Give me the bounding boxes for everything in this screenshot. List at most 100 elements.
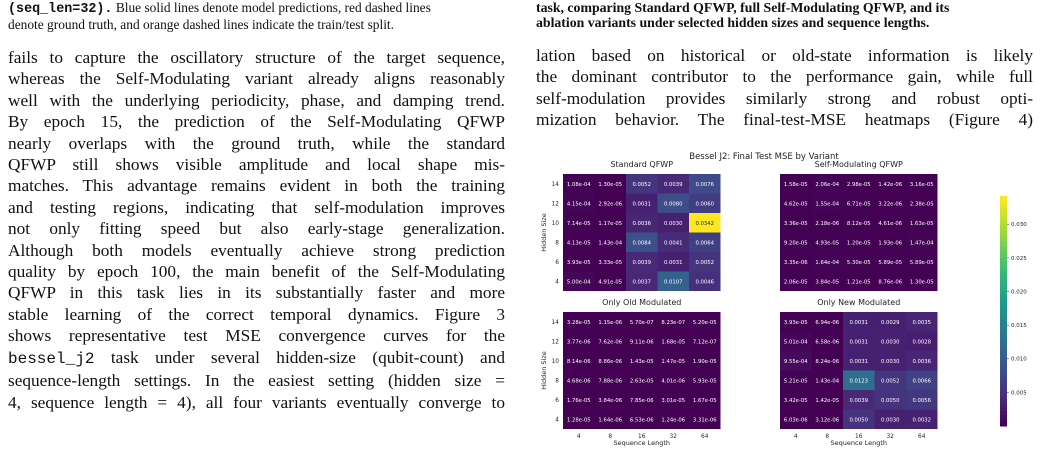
colorbar-segment [1000, 334, 1007, 339]
heatmap-cell [780, 193, 812, 213]
colorbar-segment [1000, 211, 1007, 216]
heatmap-cell [594, 312, 626, 332]
heatmap-cell [594, 271, 626, 291]
heatmap-cell [843, 390, 875, 410]
heatmap-cell [811, 252, 843, 272]
heatmap-cell [626, 174, 658, 194]
heatmap-cell [689, 193, 721, 213]
task-name: bessel_j2 [8, 349, 95, 368]
colorbar-segment [1000, 341, 1007, 346]
cell-label: 1.43e-04 [598, 240, 622, 246]
cell-label: 2.06e-05 [784, 279, 808, 285]
cell-label: 0.0039 [632, 260, 651, 266]
cell-label: 2.92e-06 [598, 201, 622, 207]
cell-label: 0.0036 [912, 359, 931, 365]
heatmap-cell [563, 370, 595, 390]
cell-label: 0.0028 [912, 339, 931, 345]
cell-label: 0.0037 [632, 279, 651, 285]
cell-label: 1.58e-05 [784, 182, 808, 188]
heatmap-cell [906, 174, 938, 194]
heatmap-cell [780, 271, 812, 291]
heatmap-cell [874, 174, 906, 194]
heatmap-cell [689, 370, 721, 390]
cell-label: 1.90e-05 [693, 359, 717, 365]
heatmap-cell [811, 370, 843, 390]
cell-label: 9.20e-05 [784, 240, 808, 246]
colorbar-segment [1000, 280, 1007, 285]
colorbar-segment [1000, 360, 1007, 366]
cell-label: 0.0041 [664, 240, 683, 246]
cell-label: 0.0076 [695, 182, 714, 188]
heatmap-cell [657, 351, 689, 371]
colorbar-segment [1000, 399, 1007, 404]
cell-label: 1.30e-05 [598, 182, 622, 188]
colorbar-segment [1000, 364, 1007, 369]
x-axis-label: Sequence Length [613, 439, 670, 447]
cell-label: 0.0107 [664, 279, 683, 285]
heatmap-cell [906, 331, 938, 351]
cell-label: 0.0064 [695, 240, 714, 246]
colorbar-segment [1000, 353, 1007, 358]
colorbar-segment [1000, 291, 1007, 297]
heatmap-cell [874, 409, 906, 429]
heatmap-cell [689, 351, 721, 371]
heatmap-cell [563, 174, 595, 194]
x-tick-label: 4 [577, 434, 581, 440]
colorbar-segment [1000, 383, 1007, 389]
caption-seq-len: (seq_len=32). [8, 2, 113, 17]
colorbar-segment [1000, 318, 1007, 323]
cell-label: 4.62e-05 [784, 201, 808, 207]
heatmap-cell [874, 232, 906, 252]
heatmap-cell [906, 193, 938, 213]
heatmap-cell [780, 390, 812, 410]
colorbar-tick-label: 0.005 [1011, 390, 1027, 396]
colorbar-segment [1000, 387, 1007, 392]
cell-label: 3.93e-05 [784, 320, 808, 326]
heatmap-cell [906, 213, 938, 233]
heatmap-cell [626, 271, 658, 291]
cell-label: 0.0030 [664, 221, 683, 227]
cell-label: 5.89e-05 [878, 260, 902, 266]
cell-label: 2.18e-06 [815, 221, 839, 227]
cell-label: 0.0046 [695, 279, 714, 285]
cell-label: 0.0031 [664, 260, 683, 266]
y-axis-label: Hidden Size [540, 351, 548, 389]
cell-label: 3.84e-06 [598, 398, 622, 404]
heatmap-cell [689, 232, 721, 252]
x-tick-label: 32 [670, 434, 678, 440]
body-line: the dominant contributor to the performa… [536, 67, 1033, 87]
colorbar-segment [1000, 314, 1007, 320]
heatmap-figure: Bessel J2: Final Test MSE by Variant Stan… [540, 152, 1036, 447]
heatmap-cell [906, 252, 938, 272]
y-tick-label: 6 [555, 260, 559, 266]
heatmap-cell [843, 252, 875, 272]
cell-label: 1.15e-06 [598, 320, 622, 326]
y-axis-label: Hidden Size [540, 213, 548, 251]
cell-label: 1.76e-05 [567, 398, 591, 404]
cell-label: 0.0031 [849, 359, 868, 365]
body-line: and testing regions, indicating that sel… [8, 197, 505, 217]
colorbar-segment [1000, 303, 1007, 308]
colorbar-segment [1000, 376, 1007, 381]
body-line-rest: task under several hidden-size (qubit-co… [94, 347, 505, 367]
heatmap-cell [563, 409, 595, 429]
cell-label: 6.58e-06 [815, 339, 839, 345]
colorbar-segment [1000, 261, 1007, 266]
cell-label: 0.0039 [849, 398, 868, 404]
body-line: QFWP in this task lies in its substantia… [8, 283, 505, 303]
cell-label: 0.0036 [632, 221, 651, 227]
heatmap-cell [843, 409, 875, 429]
colorbar-segment [1000, 203, 1007, 208]
colorbar-label: Final Test MSE [1034, 288, 1036, 334]
cell-label: 1.17e-05 [598, 221, 622, 227]
colorbar-segment [1000, 222, 1007, 228]
colorbar-segment [1000, 406, 1007, 412]
heatmap-cell [811, 232, 843, 252]
cell-label: 1.93e-06 [878, 240, 902, 246]
colorbar-segment [1000, 403, 1007, 408]
colorbar-segment [1000, 322, 1007, 327]
cell-label: 6.71e-05 [847, 201, 871, 207]
heatmap-cell [594, 390, 626, 410]
colorbar-tick-label: 0.030 [1011, 222, 1027, 228]
cell-label: 6.03e-06 [784, 417, 808, 423]
